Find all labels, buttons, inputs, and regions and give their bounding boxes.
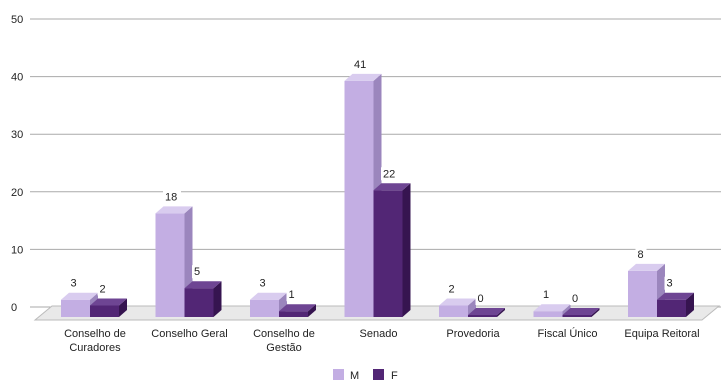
x-category-label: Provedoria [446,328,500,340]
data-label: 1 [543,289,549,301]
legend-label-f: F [391,370,398,381]
y-tick-label: 0 [11,302,17,314]
data-label: 3 [71,278,77,290]
x-category-label: Fiscal Único [538,327,598,340]
data-label-bg [570,292,581,305]
bar-f [184,281,222,317]
bar-top [657,292,694,300]
bar-front [628,270,657,317]
data-label-bg [635,247,647,261]
bar-side [497,308,505,317]
bar-top [533,304,571,312]
data-label-bg [257,276,269,290]
x-category-label: Equipa Reitoral [624,328,699,340]
legend-swatch-m [333,369,344,380]
bar-front [90,305,119,317]
bar-top [468,308,505,315]
bar-front [562,315,592,317]
y-tick-label: 50 [11,14,23,26]
data-label: 0 [572,293,578,305]
bar-front [657,299,686,317]
bar-f [373,183,411,317]
bar-f [562,308,600,317]
bar-top [155,206,193,214]
bar-front [250,299,279,317]
bar-front [373,190,403,317]
data-label-bg [352,57,370,71]
data-label-bg [192,265,203,279]
bar-f [279,304,316,317]
bar-top [439,298,476,306]
bar-side [468,298,476,317]
bar-side [213,281,222,317]
data-label-bg [475,292,487,305]
bar-front [61,299,90,317]
bar-side [402,183,411,317]
bar-front [439,305,468,317]
data-label: 8 [638,249,644,261]
data-label-bg [381,167,399,181]
y-tick-label: 30 [11,129,23,141]
bar-top [628,263,665,271]
data-label: 2 [100,283,106,295]
bar-side [591,308,600,317]
bar-top [250,292,287,300]
bar-side [686,292,694,317]
data-label-bg [541,288,552,302]
y-axis-ticks: 0 10 20 30 40 50 [11,14,23,314]
bar-top [279,304,316,312]
bar-m [250,292,287,317]
bar-side [119,298,127,317]
bar-top [562,308,600,315]
data-label: 1 [289,289,295,301]
x-category-label: Senado [360,328,398,340]
data-label-bg [163,190,181,204]
bar-f [90,298,127,317]
y-tick-label: 40 [11,72,23,84]
data-label: 18 [165,191,177,203]
y-tick-label: 10 [11,244,23,256]
bar-m [344,73,382,317]
bar-top [184,281,222,289]
bar-top [373,183,411,191]
data-label-bg [446,282,458,296]
data-label: 3 [667,278,673,290]
bar-top [90,298,127,306]
bar-f [468,308,505,317]
data-label-bg [286,288,298,302]
data-label: 0 [478,293,484,305]
data-label: 5 [194,266,200,278]
data-label: 3 [260,278,266,290]
bar-side [308,304,316,317]
bar-m [439,298,476,317]
data-label-bg [664,276,676,290]
legend: M F [333,369,398,381]
bar-front [468,315,497,317]
bar-f [657,292,694,317]
bar-front [344,80,374,317]
data-label-bg [68,276,80,290]
x-category-label: Conselho de Curadores [64,328,126,354]
x-category-label: Conselho de Gestão [253,328,315,354]
bar-front [279,311,308,317]
x-category-label: Conselho Geral [151,328,227,340]
bar-front [155,213,185,317]
legend-swatch-f [373,369,384,380]
y-tick-label: 20 [11,187,23,199]
bars [61,73,694,317]
legend-label-m: M [350,370,359,381]
data-label: 22 [383,168,395,180]
x-axis-categories: Conselho de Curadores Conselho Geral Consel… [64,327,700,354]
bar-top [344,73,382,81]
bar-front [533,311,563,317]
data-label: 2 [449,283,455,295]
data-label-bg [97,282,109,296]
data-label: 41 [354,59,366,71]
bar-front [184,288,214,317]
bar-top [61,292,98,300]
